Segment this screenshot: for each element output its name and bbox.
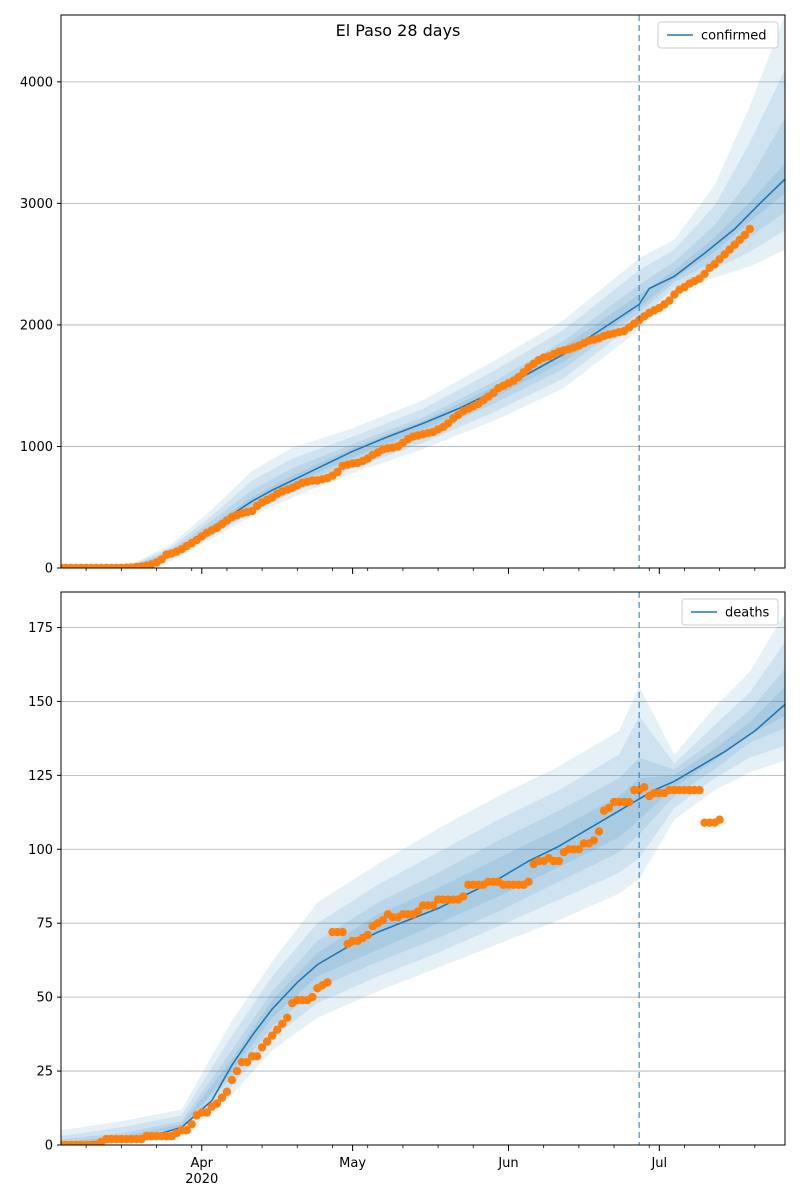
chart-title: El Paso 28 days bbox=[336, 21, 461, 40]
y-tick-label: 4000 bbox=[20, 75, 53, 90]
x-tick-label: May bbox=[339, 1156, 366, 1171]
legend-box bbox=[657, 21, 779, 49]
observed-point bbox=[594, 827, 604, 836]
observed-point bbox=[252, 1052, 262, 1061]
y-tick-label: 125 bbox=[28, 769, 53, 784]
y-tick-label: 100 bbox=[28, 843, 53, 858]
x-tick-sublabel: 2020 bbox=[185, 1172, 218, 1187]
y-tick-label: 3000 bbox=[20, 197, 53, 212]
y-tick-label: 1000 bbox=[20, 440, 53, 455]
observed-point bbox=[363, 930, 372, 940]
x-tick-label: Apr bbox=[191, 1156, 214, 1171]
observed-point bbox=[187, 1120, 196, 1129]
observed-point bbox=[278, 1019, 287, 1028]
uncertainty-band-2 bbox=[61, 69, 785, 568]
observed-point bbox=[323, 978, 332, 987]
observed-point bbox=[242, 1058, 252, 1067]
uncertainty-band-4 bbox=[61, 686, 785, 1145]
observed-point bbox=[268, 1031, 277, 1040]
observed-point bbox=[745, 224, 754, 234]
axes-frame bbox=[60, 14, 786, 569]
observed-point bbox=[308, 992, 317, 1002]
observed-point bbox=[182, 1126, 191, 1135]
observed-point bbox=[333, 467, 342, 477]
observed-point bbox=[227, 1075, 237, 1085]
uncertainty-band-4 bbox=[61, 163, 785, 568]
y-tick-label: 0 bbox=[45, 562, 53, 577]
observed-point bbox=[574, 845, 584, 854]
observed-point bbox=[273, 1025, 282, 1034]
observed-point bbox=[695, 785, 704, 795]
x-tick-label: Jun bbox=[497, 1156, 518, 1171]
y-tick-label: 75 bbox=[36, 917, 53, 932]
confirmed-panel: 0 1000 2000 3000 4000 confirmed bbox=[20, 14, 786, 577]
y-tick-label: 150 bbox=[28, 695, 53, 710]
observed-point bbox=[378, 916, 387, 925]
y-tick-label: 2000 bbox=[20, 318, 53, 333]
observed-point bbox=[413, 907, 423, 916]
observed-point bbox=[715, 815, 724, 824]
observed-point bbox=[428, 901, 438, 910]
legend-label: deaths bbox=[725, 606, 770, 621]
observed-point bbox=[283, 1013, 292, 1022]
observed-point bbox=[589, 836, 599, 845]
observed-point bbox=[665, 296, 674, 305]
legend: confirmed bbox=[657, 21, 779, 49]
legend-box bbox=[681, 598, 779, 626]
plot-area bbox=[61, 15, 785, 568]
uncertainty-band-1 bbox=[61, 15, 785, 568]
observed-point bbox=[604, 803, 614, 813]
observed-point bbox=[338, 927, 347, 937]
x-tick-label: Jul bbox=[650, 1156, 667, 1171]
y-tick-label: 25 bbox=[36, 1065, 53, 1080]
uncertainty-band-1 bbox=[61, 612, 785, 1145]
observed-point bbox=[640, 783, 649, 792]
observed-point bbox=[459, 892, 468, 901]
observed-point bbox=[217, 1093, 227, 1102]
observed-point bbox=[202, 1108, 211, 1117]
y-tick-label: 175 bbox=[28, 621, 53, 636]
observed-point bbox=[740, 230, 749, 240]
observed-point bbox=[624, 797, 634, 807]
legend-label: confirmed bbox=[701, 29, 767, 44]
y-tick-label: 0 bbox=[45, 1139, 53, 1154]
uncertainty-band-3 bbox=[61, 118, 785, 568]
observed-point bbox=[554, 856, 563, 866]
y-tick-label: 50 bbox=[36, 991, 53, 1006]
observed-point bbox=[212, 1099, 222, 1108]
observed-point bbox=[700, 269, 709, 279]
observed-point bbox=[222, 1087, 232, 1097]
observed-point bbox=[257, 1043, 267, 1052]
uncertainty-band-2 bbox=[61, 642, 785, 1145]
axes-frame bbox=[60, 591, 786, 1146]
observed-point bbox=[524, 877, 533, 886]
plot-area bbox=[61, 612, 785, 1145]
observed-point bbox=[232, 1066, 242, 1076]
observed-point bbox=[262, 1037, 272, 1046]
legend: deaths bbox=[681, 598, 779, 626]
